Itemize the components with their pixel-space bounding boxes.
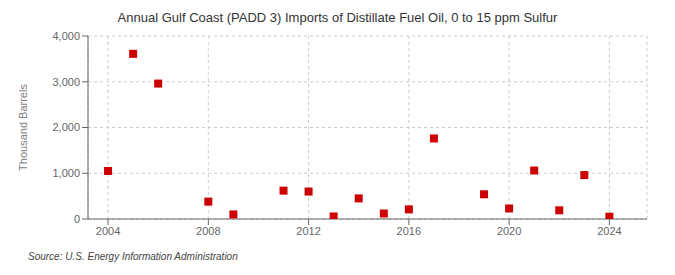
svg-text:2024: 2024 <box>597 225 621 237</box>
svg-text:2008: 2008 <box>196 225 220 237</box>
svg-text:2012: 2012 <box>296 225 320 237</box>
svg-text:2020: 2020 <box>497 225 521 237</box>
svg-text:2016: 2016 <box>397 225 421 237</box>
svg-text:2,000: 2,000 <box>52 121 80 133</box>
svg-text:Thousand Barrels: Thousand Barrels <box>17 84 29 171</box>
svg-text:2004: 2004 <box>96 225 120 237</box>
svg-text:0: 0 <box>74 213 80 225</box>
svg-text:3,000: 3,000 <box>52 76 80 88</box>
html-text:Annual Gulf Coast (PADD 3) Imp: Annual Gulf Coast (PADD 3) Imports of Di… <box>117 10 558 25</box>
svg-text:1,000: 1,000 <box>52 167 80 179</box>
html-text:Source: U.S. Energy Informatio: Source: U.S. Energy Information Administ… <box>28 251 238 262</box>
svg-text:4,000: 4,000 <box>52 30 80 42</box>
